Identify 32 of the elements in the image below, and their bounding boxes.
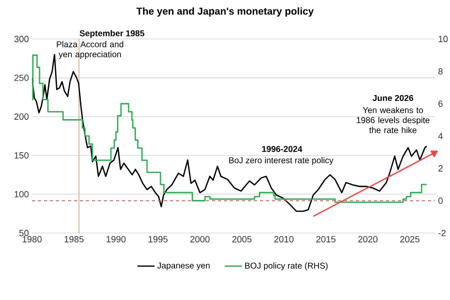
x-tick-label: 2000 (190, 236, 210, 242)
y2-tick-label: 8 (438, 68, 443, 75)
y2-tick-label: 0 (438, 197, 443, 204)
y2-tick-label: 4 (438, 132, 443, 140)
x-tick-label: 1980 (22, 236, 42, 242)
x-tick-label: 2015 (316, 236, 336, 242)
x-tick-label: 2005 (232, 236, 252, 242)
y-tick-label: 250 (14, 74, 29, 81)
y-tick-label: 150 (14, 152, 29, 159)
y-tick-label: 200 (14, 113, 29, 120)
annotation: Yen weakens to 1986 levels despite the rate hike (356, 106, 430, 134)
y2-tick-label: 6 (438, 100, 443, 107)
x-tick-label: 1990 (106, 236, 126, 242)
annotation: 1996-2024 (262, 146, 302, 152)
y-tick-label: 300 (14, 36, 29, 42)
annotation: Plaza Accord and yen appreciation (56, 41, 124, 59)
legend-label: Japanese yen (157, 262, 210, 270)
x-tick-label: 1985 (64, 236, 84, 242)
y2-tick-label: 10 (438, 36, 448, 42)
y-tick-label: 100 (14, 191, 29, 198)
annotation: BoJ zero interest rate policy (229, 157, 334, 165)
legend-label: BOJ policy rate (RHS) (245, 262, 328, 270)
chart-title: The yen and Japan's monetary policy (136, 7, 314, 17)
y2-tick-label: 2 (438, 165, 443, 172)
text: September 1985 (80, 30, 144, 38)
x-tick-label: 2020 (358, 236, 378, 242)
y-tick-label: 50 (19, 230, 29, 236)
y2-tick-label: -2 (438, 230, 446, 236)
x-tick-label: 2010 (274, 236, 294, 242)
annotation: June 2026 (372, 94, 414, 101)
x-tick-label: 1995 (148, 236, 168, 242)
x-tick-label: 2025 (400, 236, 420, 242)
